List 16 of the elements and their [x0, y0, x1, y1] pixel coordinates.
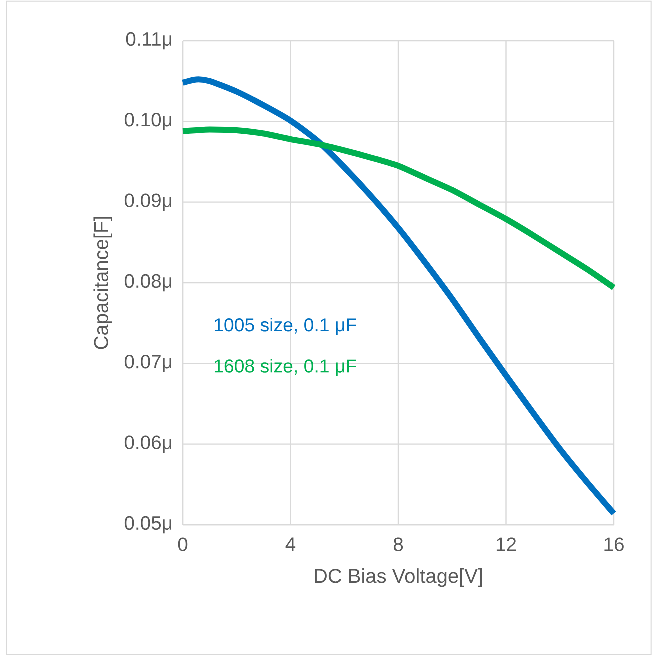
y-tick-label: 0.05μ: [124, 516, 172, 534]
x-tick-label: 16: [604, 538, 624, 552]
text: 1005 size, 0.1 μF: [214, 318, 356, 336]
x-tick-label: 4: [286, 538, 296, 552]
text: 1608 size, 0.1 μF: [214, 359, 356, 376]
x-axis-title: DC Bias Voltage[V]: [315, 568, 482, 588]
y-tick-label: 0.07μ: [124, 355, 172, 372]
y-tick-label: 0.08μ: [124, 274, 172, 292]
y-axis-title: Capacitance[F]: [94, 217, 112, 350]
y-tick-label: 0.11μ: [126, 32, 172, 50]
x-tick-label: 0: [178, 538, 188, 552]
x-tick-label: 12: [496, 538, 516, 552]
y-tick-label: 0.09μ: [124, 194, 172, 211]
y-tick-label: 0.06μ: [124, 436, 172, 453]
y-tick-label: 0.10μ: [124, 113, 172, 130]
x-tick-label: 8: [394, 538, 404, 552]
